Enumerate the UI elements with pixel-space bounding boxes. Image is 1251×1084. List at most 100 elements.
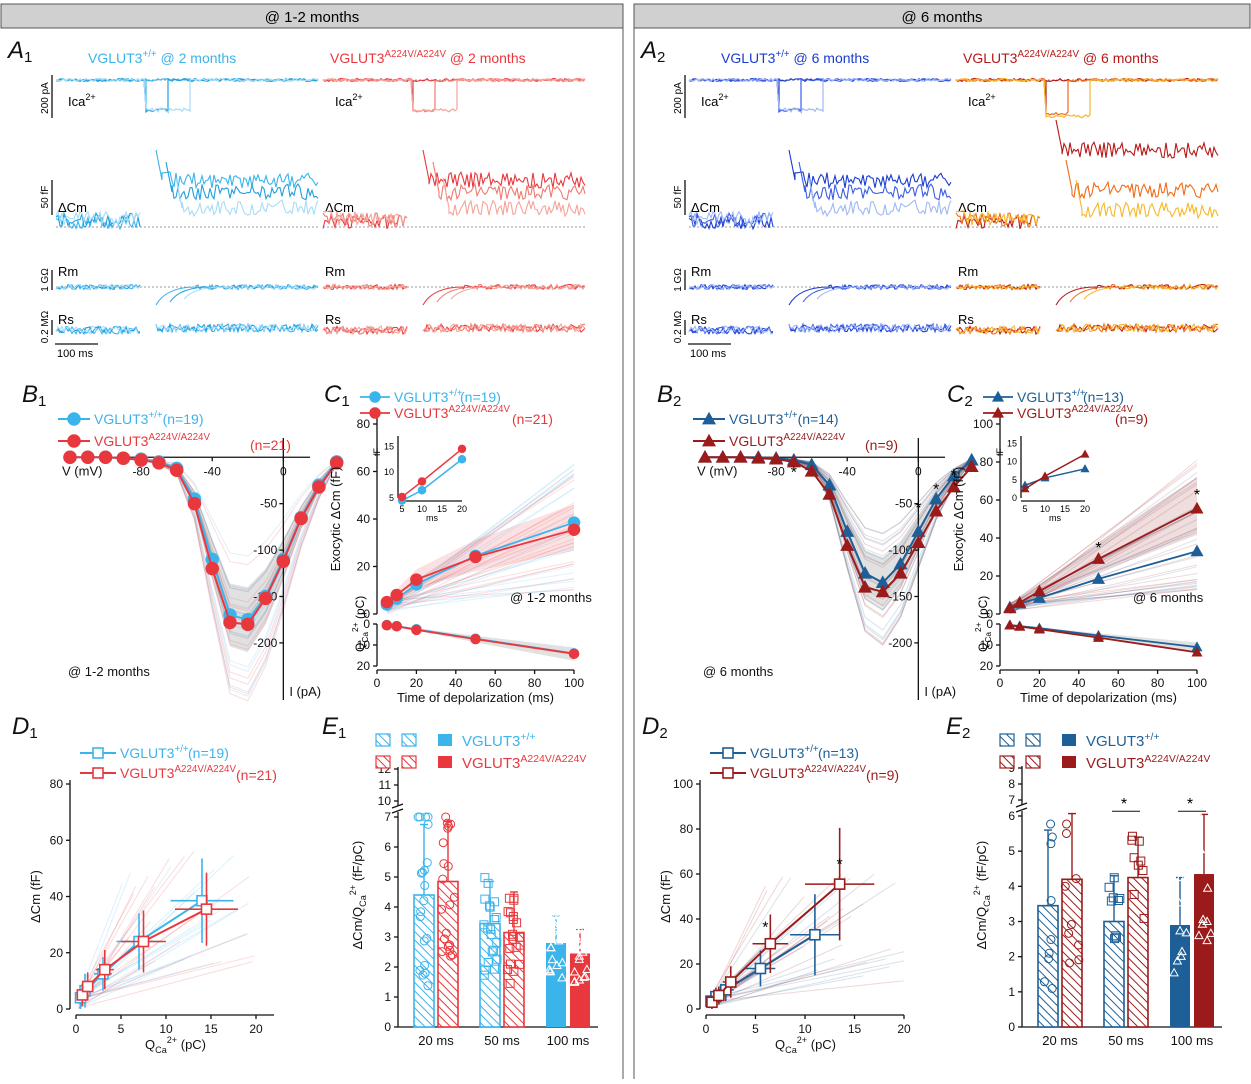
- q-data-point: [1191, 646, 1203, 657]
- individual-trace: [78, 856, 185, 996]
- category-label: 100 ms: [547, 1033, 590, 1048]
- dcm-post-trace: [432, 161, 586, 202]
- individual-point: [550, 923, 561, 932]
- scale-label-time: 100 ms: [57, 348, 94, 360]
- panel-label-B1: B1: [22, 381, 46, 410]
- sem-band: [1009, 476, 1197, 610]
- individual-point: [549, 903, 560, 913]
- individual-point: [415, 965, 425, 975]
- iv-data-point: [822, 487, 837, 500]
- y-tick-label: 60: [357, 465, 371, 479]
- legend-n: (n=13): [818, 745, 859, 761]
- inset-y-tick-label: 15: [384, 441, 394, 451]
- legend-marker: [92, 747, 104, 759]
- x-tick-label: 20: [410, 676, 424, 690]
- iv-individual-trace: [705, 456, 973, 639]
- individual-point: [1074, 940, 1084, 950]
- individual-point: [480, 965, 490, 975]
- dcm-post-trace: [165, 161, 319, 202]
- individual-point: [545, 966, 555, 976]
- iv-data-point: [875, 584, 890, 598]
- individual-trace: [386, 577, 575, 613]
- inset-x-tick-label: 10: [1040, 504, 1050, 514]
- iv-data-point: [294, 511, 308, 526]
- individual-point: [508, 931, 518, 941]
- data-point: [390, 588, 403, 602]
- inset-point: [1080, 449, 1090, 458]
- individual-point: [422, 933, 432, 943]
- legend-swatch-solid: [1062, 756, 1076, 768]
- individual-point: [582, 964, 592, 973]
- y-tick-label: 3: [1008, 915, 1015, 929]
- ica-label: Ica2+: [335, 92, 363, 109]
- individual-point: [577, 940, 588, 949]
- iv-data-point: [98, 450, 113, 465]
- iv-data-point: [786, 454, 801, 468]
- q-tick-label: 20: [980, 659, 994, 673]
- scale-label-cm: 50 fF: [673, 186, 684, 209]
- individual-trace: [708, 969, 818, 1009]
- individual-point: [444, 821, 454, 831]
- y-tick-label: 0: [986, 607, 993, 621]
- x-tick-label: 60: [1112, 676, 1126, 690]
- dcm-pre-trace: [688, 209, 774, 227]
- individual-trace: [1009, 566, 1198, 612]
- x-axis-label: QCa2+ (pC): [145, 1035, 206, 1055]
- individual-trace: [78, 962, 214, 1000]
- y-tick-label: 40: [680, 912, 694, 926]
- individual-trace: [78, 902, 249, 1008]
- legend-swatch-hatch: [375, 755, 391, 769]
- y-axis-label: I (pA): [289, 684, 321, 699]
- individual-point: [1104, 882, 1114, 892]
- x-axis-label: QCa2+ (pC): [775, 1035, 836, 1055]
- y-tick-label: 60: [50, 833, 64, 847]
- y-tick-label: 40: [50, 890, 64, 904]
- iv-data-point: [946, 479, 961, 493]
- individual-point: [1169, 911, 1180, 920]
- scale-label-rs: 0.2 MΩ: [673, 310, 684, 343]
- header-bar-left: [0, 3, 624, 29]
- y-tick-label: 3: [384, 930, 391, 944]
- legend-marker: [722, 767, 734, 779]
- dcm-post-trace: [788, 149, 952, 190]
- individual-point: [503, 907, 513, 917]
- data-point: [1032, 591, 1046, 603]
- dcm-label: ΔCm: [691, 200, 720, 215]
- individual-trace: [78, 955, 255, 1000]
- individual-point: [445, 940, 455, 950]
- legend-swatch-solid: [438, 756, 452, 768]
- individual-point: [1195, 844, 1206, 854]
- individual-point: [1197, 918, 1208, 928]
- legend-n: (n=13): [1083, 389, 1124, 405]
- scale-label-cm: 50 fF: [40, 186, 51, 209]
- individual-point: [446, 951, 456, 961]
- bar: [1061, 878, 1083, 1028]
- inset-x-tick-label: 20: [1080, 504, 1090, 514]
- individual-point: [480, 873, 490, 883]
- q-data-point: [1092, 631, 1105, 642]
- y-tick-label: 0: [686, 1002, 693, 1016]
- iv-data-point: [187, 496, 202, 511]
- rm-label: Rm: [58, 264, 78, 279]
- individual-point: [419, 865, 429, 875]
- individual-point: [479, 970, 489, 980]
- q-tick-label: 0: [363, 617, 370, 631]
- dcm-label: ΔCm: [958, 200, 987, 215]
- iv-data-point: [733, 450, 748, 463]
- individual-trace: [708, 948, 892, 1008]
- individual-trace: [386, 528, 575, 615]
- iv-data-point: [840, 524, 855, 537]
- individual-point: [1172, 955, 1183, 965]
- iv-data-point: [276, 554, 291, 568]
- iv-data-point: [223, 615, 237, 630]
- individual-point: [423, 981, 433, 991]
- axis-break-gap: [1017, 805, 1027, 811]
- inset-x-tick-label: 15: [437, 504, 447, 514]
- age-note: @ 6 months: [1133, 590, 1204, 605]
- rm-label: Rm: [325, 264, 345, 279]
- y-axis-label: ΔCm (fF): [28, 870, 43, 923]
- inset-y-tick-label: 0: [1012, 493, 1017, 503]
- individual-trace: [386, 563, 575, 608]
- individual-point: [1202, 883, 1213, 892]
- individual-point: [1044, 954, 1054, 964]
